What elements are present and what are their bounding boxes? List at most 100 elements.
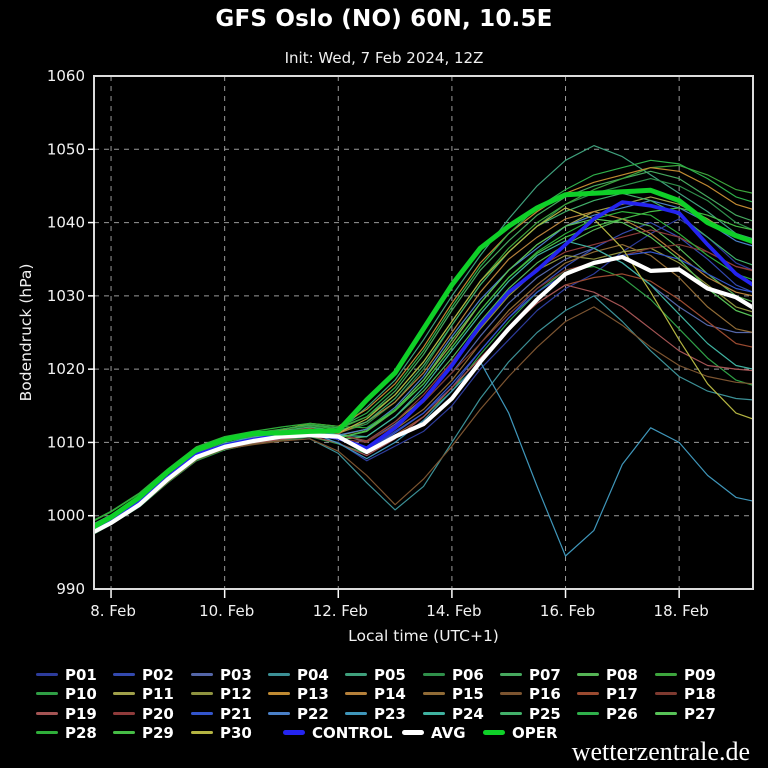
x-tick-label: 8. Feb xyxy=(90,602,136,620)
series-P08 xyxy=(94,218,753,533)
legend-label: P19 xyxy=(65,704,97,723)
y-tick-label: 1050 xyxy=(47,140,85,158)
axis-tick-labels: 990 1000 1010 1020 1030 1040 1050 1060 8. Feb 10.… xyxy=(47,67,709,620)
legend-label: P07 xyxy=(529,665,561,684)
legend-label: P05 xyxy=(374,665,406,684)
legend-label: P16 xyxy=(529,684,561,703)
legend-item-p09: P09 xyxy=(655,665,716,684)
legend-swatch-p12 xyxy=(191,692,213,695)
legend-label: P06 xyxy=(452,665,484,684)
y-tick-label: 990 xyxy=(56,580,85,598)
legend-label: P12 xyxy=(220,684,252,703)
legend-swatch-p19 xyxy=(36,712,58,715)
y-axis-label: Bodendruck (hPa) xyxy=(17,264,35,402)
series-P14 xyxy=(94,211,753,533)
legend-swatch-p22 xyxy=(268,712,290,715)
x-tick-label: 10. Feb xyxy=(199,602,254,620)
legend-item-p24: P24 xyxy=(423,704,484,723)
legend-item-p04: P04 xyxy=(268,665,329,684)
legend-swatch-p27 xyxy=(655,712,677,715)
legend-item-p08: P08 xyxy=(577,666,638,684)
legend-swatch-p07 xyxy=(500,673,522,676)
legend-label: P24 xyxy=(452,704,484,723)
legend-item-avg: AVG xyxy=(402,723,466,742)
legend-swatch-p25 xyxy=(500,712,522,715)
legend-item-p01: P01 xyxy=(36,665,97,684)
legend-item-p06: P06 xyxy=(423,665,484,684)
legend-item-p15: P15 xyxy=(423,685,484,703)
ensemble-series xyxy=(94,145,753,557)
legend-swatch-p03 xyxy=(191,673,213,676)
x-tick-label: 16. Feb xyxy=(540,602,595,620)
series-P25 xyxy=(94,192,753,525)
legend-item-p13: P13 xyxy=(268,684,329,703)
legend-item-p02: P02 xyxy=(113,665,174,684)
legend-label: P03 xyxy=(220,665,252,684)
legend-item-p28: P28 xyxy=(36,724,97,742)
legend-swatch-p18 xyxy=(655,692,677,695)
legend-item-p29: P29 xyxy=(113,723,174,742)
legend-label: P18 xyxy=(684,684,716,703)
x-tick-label: 12. Feb xyxy=(313,602,368,620)
legend-item-p22: P22 xyxy=(268,704,329,723)
legend-swatch-p30 xyxy=(191,731,213,734)
legend-label: P20 xyxy=(142,704,174,723)
legend-label: P02 xyxy=(142,665,174,684)
y-tick-label: 1000 xyxy=(47,507,85,525)
legend-item-p26: P26 xyxy=(577,704,638,723)
legend-label: P26 xyxy=(606,704,638,723)
y-tick-label: 1040 xyxy=(47,214,85,232)
legend-label: P09 xyxy=(684,665,716,684)
legend-swatch-p02 xyxy=(113,673,135,676)
legend-swatch-p16 xyxy=(500,692,522,695)
series-P09 xyxy=(94,164,753,522)
legend-item-p16: P16 xyxy=(500,684,561,703)
legend-label: P10 xyxy=(65,684,97,703)
y-tick-label: 1010 xyxy=(47,433,85,451)
series-P26 xyxy=(94,159,753,529)
legend-label: P13 xyxy=(297,684,329,703)
y-tick-label: 1030 xyxy=(47,287,85,305)
legend-item-p07: P07 xyxy=(500,665,561,684)
legend-label: P22 xyxy=(297,704,329,723)
legend-swatch-p06 xyxy=(423,673,445,676)
legend-swatch-p20 xyxy=(113,712,135,715)
legend-item-control: CONTROL xyxy=(283,724,392,742)
legend-label: P25 xyxy=(529,704,561,723)
legend-item-p12: P12 xyxy=(191,684,252,703)
x-axis-label: Local time (UTC+1) xyxy=(348,627,499,645)
legend-item-p03: P03 xyxy=(191,665,252,684)
x-tick-label: 14. Feb xyxy=(426,602,481,620)
legend-swatch-p23 xyxy=(345,712,367,715)
watermark: wetterzentrale.de xyxy=(571,737,750,766)
legend-item-p05: P05 xyxy=(345,665,406,684)
legend-label: P17 xyxy=(606,684,638,703)
legend-label: P04 xyxy=(297,665,329,684)
legend-label: AVG xyxy=(431,723,466,742)
legend-swatch-control xyxy=(283,730,305,735)
plot-frame xyxy=(93,75,754,590)
y-tick-label: 1060 xyxy=(47,67,85,85)
legend-swatch-p24 xyxy=(423,712,445,715)
legend-label: P30 xyxy=(220,723,252,742)
legend-label: P11 xyxy=(142,684,174,703)
legend-swatch-p26 xyxy=(577,712,599,715)
legend-swatch-p17 xyxy=(577,692,599,695)
legend-item-p30: P30 xyxy=(191,723,252,742)
legend-label: P01 xyxy=(65,665,97,684)
legend-swatch-p14 xyxy=(345,692,367,695)
legend-item-p23: P23 xyxy=(345,705,406,723)
legend-swatch-p21 xyxy=(191,712,213,715)
legend-item-p20: P20 xyxy=(113,704,174,723)
legend-label: P29 xyxy=(142,723,174,742)
axis-ticks xyxy=(88,148,680,598)
legend-swatch-p11 xyxy=(113,692,135,695)
legend-swatch-p04 xyxy=(268,673,290,676)
series-OPER xyxy=(94,187,753,530)
init-subtitle: Init: Wed, 7 Feb 2024, 12Z xyxy=(284,49,484,67)
legend-item-oper: OPER xyxy=(483,724,558,742)
legend-item-p25: P25 xyxy=(500,704,561,723)
legend-item-p21: P21 xyxy=(191,705,252,723)
legend-swatch-p13 xyxy=(268,692,290,695)
